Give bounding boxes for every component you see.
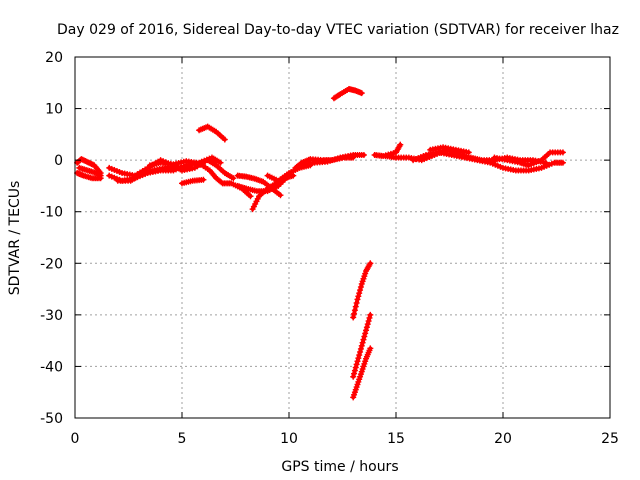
data-point [277,192,284,199]
data-point [350,314,357,321]
axes [74,56,611,419]
x-tick-label: 15 [387,431,405,447]
data-point [355,293,362,300]
data-point [366,314,373,321]
data-point [365,318,372,325]
y-tick-label: -50 [40,411,63,427]
x-tick-label: 25 [601,431,619,447]
data-point [357,284,364,291]
data-point [367,260,374,267]
data-point [247,193,254,200]
data-point [397,141,404,148]
data-point [97,172,104,179]
data-point [465,149,472,156]
x-axis-label: GPS time / hours [281,459,398,475]
data-point [354,296,361,303]
data-point [360,151,367,158]
x-tick-label: 10 [280,431,298,447]
y-tick-label: -40 [40,359,63,375]
data-point [355,355,362,362]
plot-frame [74,56,611,419]
y-tick-label: -20 [40,256,63,272]
data-point [353,361,360,368]
x-tick-label: 5 [178,431,187,447]
data-point [363,327,370,334]
y-tick-label: 20 [45,50,63,66]
data-point [356,290,363,297]
data-point [354,358,361,365]
data-markers [74,85,566,401]
data-point [187,164,194,171]
data-point [357,348,364,355]
data-point [352,303,359,310]
y-axis-label: SDTVAR / TECUs [7,181,23,296]
data-point [357,345,364,352]
data-point [359,339,366,346]
data-point [364,321,371,328]
data-point [352,364,359,371]
y-tick-label: 0 [54,153,63,169]
ticks: 0 5 10 15 20 25 -50 -40 -30 -20 -10 0 10 20 [40,50,619,447]
y-tick-label: 10 [45,102,63,118]
data-point [351,367,358,374]
data-point [200,176,207,183]
data-point [351,310,358,317]
data-point [360,336,367,343]
data-point [559,159,566,166]
x-tick-label: 20 [494,431,512,447]
data-point [230,175,237,182]
x-tick-label: 0 [71,431,80,447]
data-point [221,136,228,143]
data-point [218,179,225,186]
data-point [358,342,365,349]
data-point [363,324,370,331]
y-tick-label: -10 [40,205,63,221]
data-point [357,287,364,294]
data-point [350,373,357,380]
chart-title: Day 029 of 2016, Sidereal Day-to-day VTE… [57,22,619,38]
data-point [367,345,374,352]
data-point [351,370,358,377]
data-point [362,330,369,337]
data-point [353,299,360,306]
data-point [351,307,358,314]
data-point [361,333,368,340]
y-tick-label: -30 [40,308,63,324]
data-point [356,352,363,359]
data-point [559,149,566,156]
data-point [217,159,224,166]
data-point [358,90,365,97]
data-point [367,311,374,318]
